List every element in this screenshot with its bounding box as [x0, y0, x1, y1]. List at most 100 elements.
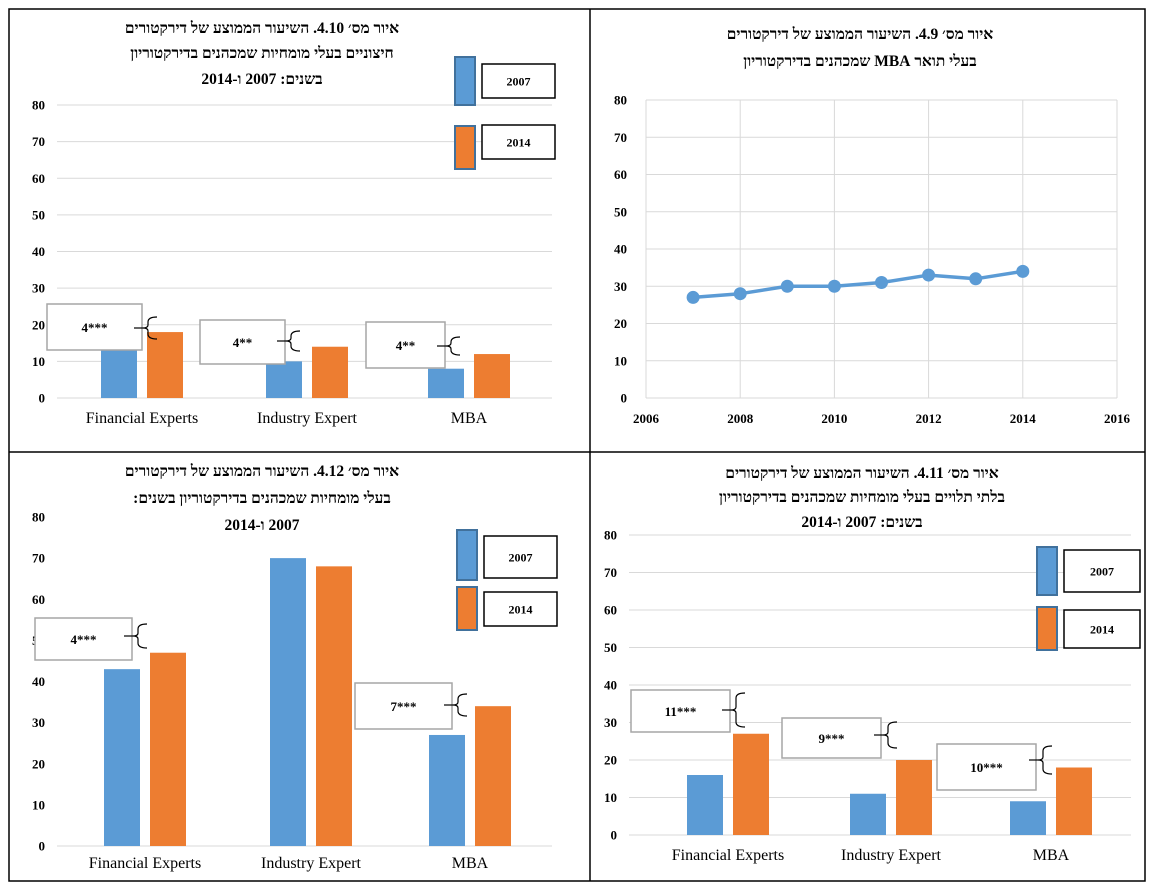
category-label: MBA — [451, 410, 488, 427]
chart-title-line: בשנים: 2007 ו-2014 — [801, 514, 922, 531]
y-tick-label: 70 — [32, 134, 45, 149]
significance-box — [365, 321, 446, 369]
y-tick-label: 40 — [604, 678, 617, 693]
y-tick-label: 30 — [614, 279, 627, 294]
chart-title-line: בעלי תואר MBA שמכהנים בדירקטוריון — [743, 53, 976, 70]
y-tick-label: 70 — [32, 551, 45, 566]
bar-2007-mba — [428, 368, 464, 398]
legend-box-2007 — [483, 535, 558, 579]
legend-label: 2014 — [1090, 623, 1114, 637]
legend-swatch-2014 — [456, 586, 478, 631]
y-tick-label: 10 — [32, 354, 45, 369]
bar-2007-industry-expert — [270, 558, 306, 846]
bar-2014-industry-expert — [316, 566, 352, 846]
significance-box — [354, 682, 453, 730]
significance-brace — [285, 330, 301, 352]
bar-2007-industry-expert — [850, 793, 886, 835]
y-tick-label: 70 — [604, 565, 617, 580]
chart-title-line: איור מס׳ 4.12. השיעור הממוצע של דירקטורי… — [125, 463, 399, 480]
data-point-2013 — [969, 272, 983, 286]
y-tick-label: 0 — [611, 828, 618, 843]
x-tick-label: 2010 — [821, 411, 847, 426]
bar-2014-financial-experts — [150, 652, 186, 846]
bar-2014-financial-experts — [733, 733, 769, 835]
y-tick-label: 80 — [614, 93, 627, 108]
chart-title-line: בלתי תלויים בעלי מומחיות שמכהנים בדירקטו… — [719, 489, 1005, 506]
legend-box-2007 — [481, 63, 556, 99]
y-tick-label: 20 — [32, 756, 45, 771]
y-tick-label: 0 — [39, 391, 46, 406]
significance-box — [936, 743, 1037, 791]
legend-swatch-2007 — [1036, 546, 1058, 596]
bar-2014-industry-expert — [896, 760, 932, 835]
chart-title-line: איור מס׳ 4.11. השיעור הממוצע של דירקטורי… — [725, 465, 998, 482]
significance-label: 4** — [396, 338, 416, 353]
significance-label: 10*** — [970, 760, 1003, 775]
y-tick-label: 20 — [32, 317, 45, 332]
y-tick-label: 50 — [614, 204, 627, 219]
bar-2007-financial-experts — [104, 669, 140, 846]
y-tick-label: 10 — [604, 790, 617, 805]
y-tick-label: 60 — [614, 167, 627, 182]
category-label: MBA — [1033, 847, 1070, 864]
legend-swatch-2014 — [454, 125, 476, 170]
y-tick-label: 40 — [614, 242, 627, 257]
y-tick-label: 40 — [32, 244, 45, 259]
y-tick-label: 10 — [32, 797, 45, 812]
bar-2014-financial-experts — [147, 332, 183, 398]
chart-title-line: איור מס׳ 4.10. השיעור הממוצע של דירקטורי… — [125, 20, 399, 37]
significance-box — [34, 617, 133, 661]
legend-swatch-2014 — [1036, 606, 1058, 651]
y-tick-label: 30 — [604, 715, 617, 730]
category-label: Industry Expert — [261, 855, 362, 872]
data-point-2014 — [1016, 264, 1030, 278]
y-tick-label: 80 — [32, 510, 45, 525]
y-tick-label: 60 — [32, 592, 45, 607]
x-tick-label: 2012 — [916, 411, 942, 426]
legend-label: 2014 — [509, 603, 533, 617]
significance-label: 4*** — [82, 320, 108, 335]
y-tick-label: 20 — [614, 316, 627, 331]
data-point-2012 — [922, 268, 936, 282]
legend-box-2014 — [1063, 609, 1141, 649]
chart-title-line: 2007 ו-2014 — [224, 517, 299, 534]
y-tick-label: 30 — [32, 281, 45, 296]
data-point-2007 — [686, 290, 700, 304]
significance-label: 4** — [233, 335, 253, 350]
category-label: Financial Experts — [89, 855, 201, 872]
category-label: Financial Experts — [672, 847, 784, 864]
significance-label: 11*** — [665, 704, 697, 719]
y-tick-label: 0 — [39, 839, 46, 854]
significance-brace — [445, 336, 461, 356]
legend-label: 2007 — [509, 551, 533, 565]
legend-swatch-2007 — [456, 529, 478, 581]
data-point-2008 — [733, 287, 747, 301]
significance-label: 7*** — [391, 699, 417, 714]
chart-title-line: בעלי מומחיות שמכהנים בדירקטוריון בשנים: — [133, 490, 391, 507]
y-tick-label: 60 — [604, 603, 617, 618]
significance-brace — [452, 693, 468, 717]
y-tick-label: 20 — [604, 753, 617, 768]
bar-2014-mba — [475, 706, 511, 846]
y-tick-label: 40 — [32, 674, 45, 689]
bar-2007-financial-experts — [101, 350, 137, 398]
bar-2007-mba — [429, 734, 465, 846]
y-tick-label: 50 — [604, 640, 617, 655]
legend-swatch-2007 — [454, 56, 476, 106]
legend-label: 2007 — [507, 75, 531, 89]
significance-box — [46, 303, 143, 351]
x-tick-label: 2008 — [727, 411, 754, 426]
x-tick-label: 2014 — [1010, 411, 1037, 426]
significance-brace — [730, 692, 746, 728]
data-point-2009 — [780, 279, 794, 293]
chart-title-line: איור מס׳ 4.9. השיעור הממוצע של דירקטורים — [727, 26, 994, 43]
significance-label: 9*** — [819, 731, 845, 746]
legend-label: 2014 — [507, 136, 531, 150]
category-label: Industry Expert — [257, 410, 358, 427]
y-tick-label: 80 — [32, 98, 45, 113]
category-label: Industry Expert — [841, 847, 942, 864]
chart-title-line: חיצוניים בעלי מומחיות שמכהנים בדירקטוריו… — [130, 45, 393, 62]
bar-2007-industry-expert — [266, 361, 302, 398]
